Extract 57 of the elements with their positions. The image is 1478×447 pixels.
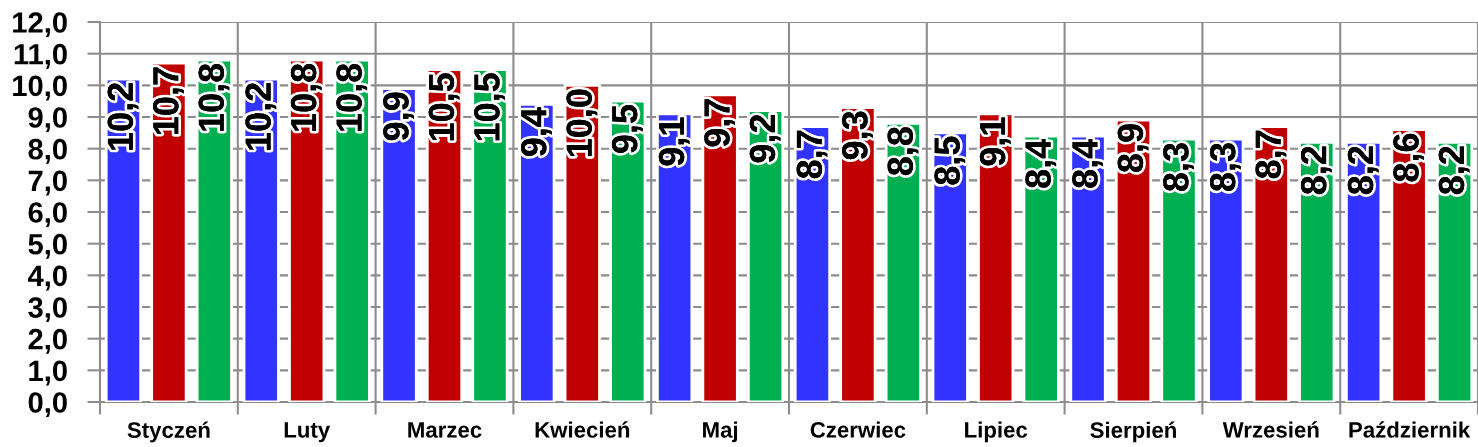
data-label: 8,3 [1209, 143, 1241, 191]
x-tick-label: Styczeń [127, 421, 210, 443]
x-tick-label: Czerwiec [810, 421, 906, 438]
data-label: 8,4 [1072, 138, 1103, 188]
data-label: 8,7 [796, 130, 828, 179]
data-label: 10,8 [336, 63, 368, 131]
bar [1069, 134, 1107, 402]
data-label: 10,2 [245, 83, 277, 150]
data-label: 8,9 [1117, 124, 1149, 172]
x-tick-label: Sierpień [1090, 421, 1176, 443]
x-tick-label: Luty [284, 422, 331, 443]
y-tick-label: 7,0 [28, 170, 67, 196]
bar [839, 106, 877, 402]
data-label: 8,2 [1438, 146, 1470, 195]
data-label: 9,2 [749, 114, 781, 163]
data-label: 9,1 [658, 117, 690, 166]
data-label: 10,5 [428, 73, 460, 141]
bar [380, 87, 418, 402]
y-tick-label: 3,0 [28, 297, 67, 323]
y-tick-label: 5,0 [28, 233, 67, 259]
y-tick-label: 11,0 [14, 43, 67, 69]
data-label: 8,5 [934, 136, 966, 185]
y-tick-label: 6,0 [28, 202, 67, 228]
data-label: 10,2 [107, 83, 139, 150]
data-label: 8,6 [1393, 133, 1425, 182]
data-label: 10,7 [153, 67, 184, 134]
data-label: 9,3 [842, 111, 873, 160]
data-label: 10,8 [198, 63, 230, 131]
data-label: 9,7 [704, 99, 736, 147]
data-label: 9,9 [383, 92, 414, 141]
data-label: 8,3 [1163, 143, 1194, 191]
data-label: 10,5 [474, 73, 505, 141]
data-label: 8,2 [1347, 146, 1379, 195]
bar [701, 93, 739, 402]
y-tick-label: 12,0 [13, 12, 67, 38]
x-tick-label: Wrzesień [1222, 421, 1319, 438]
data-label: 9,5 [611, 104, 643, 153]
x-tick-label: Kwiecień [535, 421, 630, 438]
y-tick-label: 9,0 [28, 107, 67, 133]
data-label: 8,7 [1255, 130, 1287, 179]
data-label: 10,8 [290, 63, 322, 131]
y-tick-label: 10,0 [13, 75, 67, 101]
data-label: 10,0 [566, 89, 598, 157]
data-label: 8,4 [1025, 138, 1057, 188]
data-label: 9,1 [979, 117, 1011, 166]
y-tick-label: 8,0 [28, 138, 67, 164]
x-tick-label: Lipiec [965, 421, 1028, 443]
data-label: 8,8 [887, 127, 919, 176]
x-tick-label: Marzec [408, 422, 482, 438]
data-label: 9,4 [520, 107, 552, 157]
y-tick-label: 2,0 [28, 328, 67, 354]
x-tick-label: Październik [1349, 421, 1471, 438]
y-tick-label: 4,0 [27, 265, 67, 291]
y-tick-label: 1,0 [29, 360, 67, 386]
y-tick-label: 0,0 [28, 392, 67, 418]
data-label: 8,2 [1300, 146, 1332, 195]
x-tick-label: Maj [703, 421, 738, 443]
